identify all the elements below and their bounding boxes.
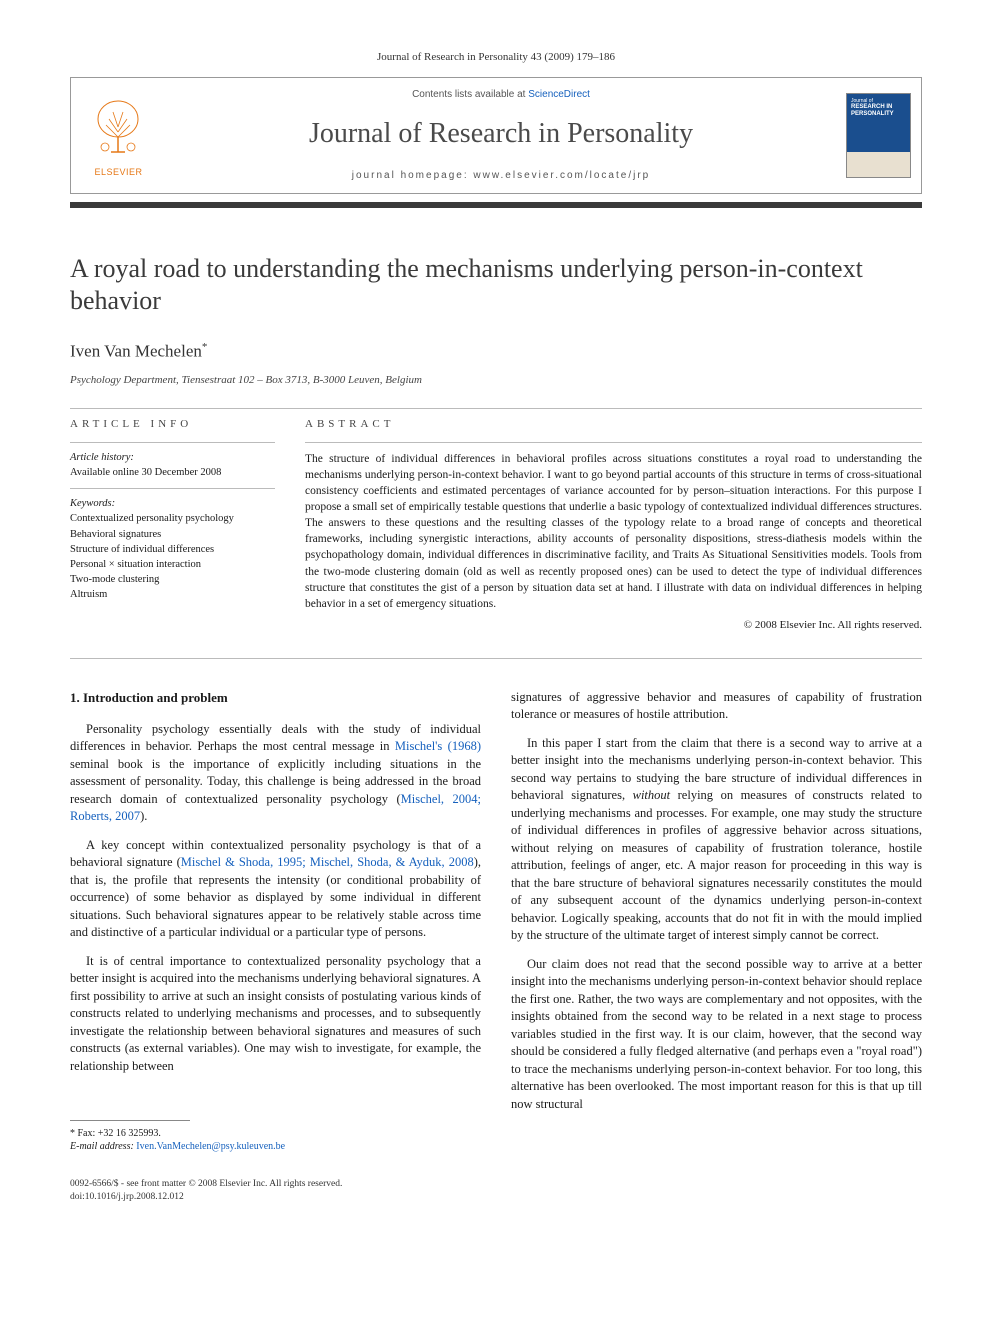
contents-prefix: Contents lists available at — [412, 89, 528, 100]
contents-available-line: Contents lists available at ScienceDirec… — [412, 88, 590, 102]
article-history-value: Available online 30 December 2008 — [70, 466, 275, 480]
abstract-heading: abstract — [305, 417, 922, 432]
keyword-item: Behavioral signatures — [70, 528, 275, 542]
sciencedirect-link[interactable]: ScienceDirect — [528, 89, 590, 100]
body-paragraph: Our claim does not read that the second … — [511, 956, 922, 1114]
page-footer: 0092-6566/$ - see front matter © 2008 El… — [70, 1178, 922, 1203]
publisher-name: ELSEVIER — [94, 166, 142, 178]
keyword-item: Two-mode clustering — [70, 573, 275, 587]
keyword-item: Contextualized personality psychology — [70, 512, 275, 526]
body-paragraph: A key concept within contextualized pers… — [70, 837, 481, 942]
cover-text-mid: RESEARCH IN PERSONALITY — [851, 104, 906, 118]
footnote-email-link[interactable]: Iven.VanMechelen@psy.kuleuven.be — [136, 1141, 285, 1152]
abstract-text: The structure of individual differences … — [305, 451, 922, 612]
info-rule-2 — [70, 488, 275, 489]
footer-line-1: 0092-6566/$ - see front matter © 2008 El… — [70, 1178, 922, 1190]
footer-line-2: doi:10.1016/j.jrp.2008.12.012 — [70, 1191, 922, 1203]
publisher-logo-cell: ELSEVIER — [71, 78, 166, 193]
info-rule-1 — [70, 442, 275, 443]
author-footnote-mark: * — [202, 341, 208, 353]
keywords-label: Keywords: — [70, 497, 275, 511]
body-paragraph: In this paper I start from the claim tha… — [511, 735, 922, 945]
homepage-prefix: journal homepage: — [352, 170, 474, 181]
section-heading: 1. Introduction and problem — [70, 689, 481, 707]
body-paragraph: Personality psychology essentially deals… — [70, 721, 481, 826]
footnote-fax: * Fax: +32 16 325993. — [70, 1127, 481, 1140]
body-paragraph: signatures of aggressive behavior and me… — [511, 689, 922, 724]
rule-top — [70, 408, 922, 409]
body-left-column: 1. Introduction and problem Personality … — [70, 689, 481, 1154]
rule-bottom — [70, 658, 922, 659]
body-columns: 1. Introduction and problem Personality … — [70, 689, 922, 1154]
article-history-label: Article history: — [70, 451, 275, 465]
journal-homepage-line: journal homepage: www.elsevier.com/locat… — [352, 169, 650, 183]
journal-title: Journal of Research in Personality — [309, 115, 693, 153]
body-paragraph: It is of central importance to contextua… — [70, 953, 481, 1076]
footnote-email-line: E-mail address: Iven.VanMechelen@psy.kul… — [70, 1140, 481, 1153]
keyword-item: Personal × situation interaction — [70, 558, 275, 572]
journal-header: ELSEVIER Contents lists available at Sci… — [70, 77, 922, 194]
article-info-heading: article info — [70, 417, 275, 432]
elsevier-tree-icon — [91, 97, 146, 164]
footnote-block: * Fax: +32 16 325993. E-mail address: Iv… — [70, 1127, 481, 1153]
journal-cover-cell: Journal of RESEARCH IN PERSONALITY — [836, 78, 921, 193]
author-name: Iven Van Mechelen* — [70, 340, 922, 364]
elsevier-logo-icon: ELSEVIER — [84, 93, 154, 178]
keyword-item: Structure of individual differences — [70, 543, 275, 557]
homepage-url: www.elsevier.com/locate/jrp — [473, 170, 650, 181]
body-right-column: signatures of aggressive behavior and me… — [511, 689, 922, 1154]
abstract-rule — [305, 442, 922, 443]
author-text: Iven Van Mechelen — [70, 341, 202, 360]
info-abstract-row: article info Article history: Available … — [70, 417, 922, 633]
article-info-column: article info Article history: Available … — [70, 417, 275, 633]
footnote-email-label: E-mail address: — [70, 1141, 134, 1152]
journal-reference: Journal of Research in Personality 43 (2… — [70, 50, 922, 65]
journal-cover-icon: Journal of RESEARCH IN PERSONALITY — [846, 93, 911, 178]
footnote-separator — [70, 1120, 190, 1121]
header-center: Contents lists available at ScienceDirec… — [166, 78, 836, 193]
keyword-item: Altruism — [70, 588, 275, 602]
author-affiliation: Psychology Department, Tiensestraat 102 … — [70, 373, 922, 388]
abstract-column: abstract The structure of individual dif… — [305, 417, 922, 633]
abstract-copyright: © 2008 Elsevier Inc. All rights reserved… — [305, 618, 922, 633]
article-title: A royal road to understanding the mechan… — [70, 253, 922, 318]
header-dark-bar — [70, 202, 922, 208]
